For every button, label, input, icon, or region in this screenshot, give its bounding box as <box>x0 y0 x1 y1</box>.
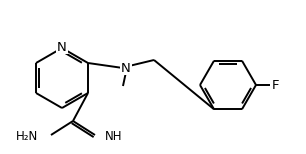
Text: N: N <box>121 61 131 75</box>
Text: F: F <box>272 79 280 91</box>
Text: NH: NH <box>105 130 122 142</box>
Text: N: N <box>57 41 67 53</box>
Text: H₂N: H₂N <box>16 130 38 142</box>
